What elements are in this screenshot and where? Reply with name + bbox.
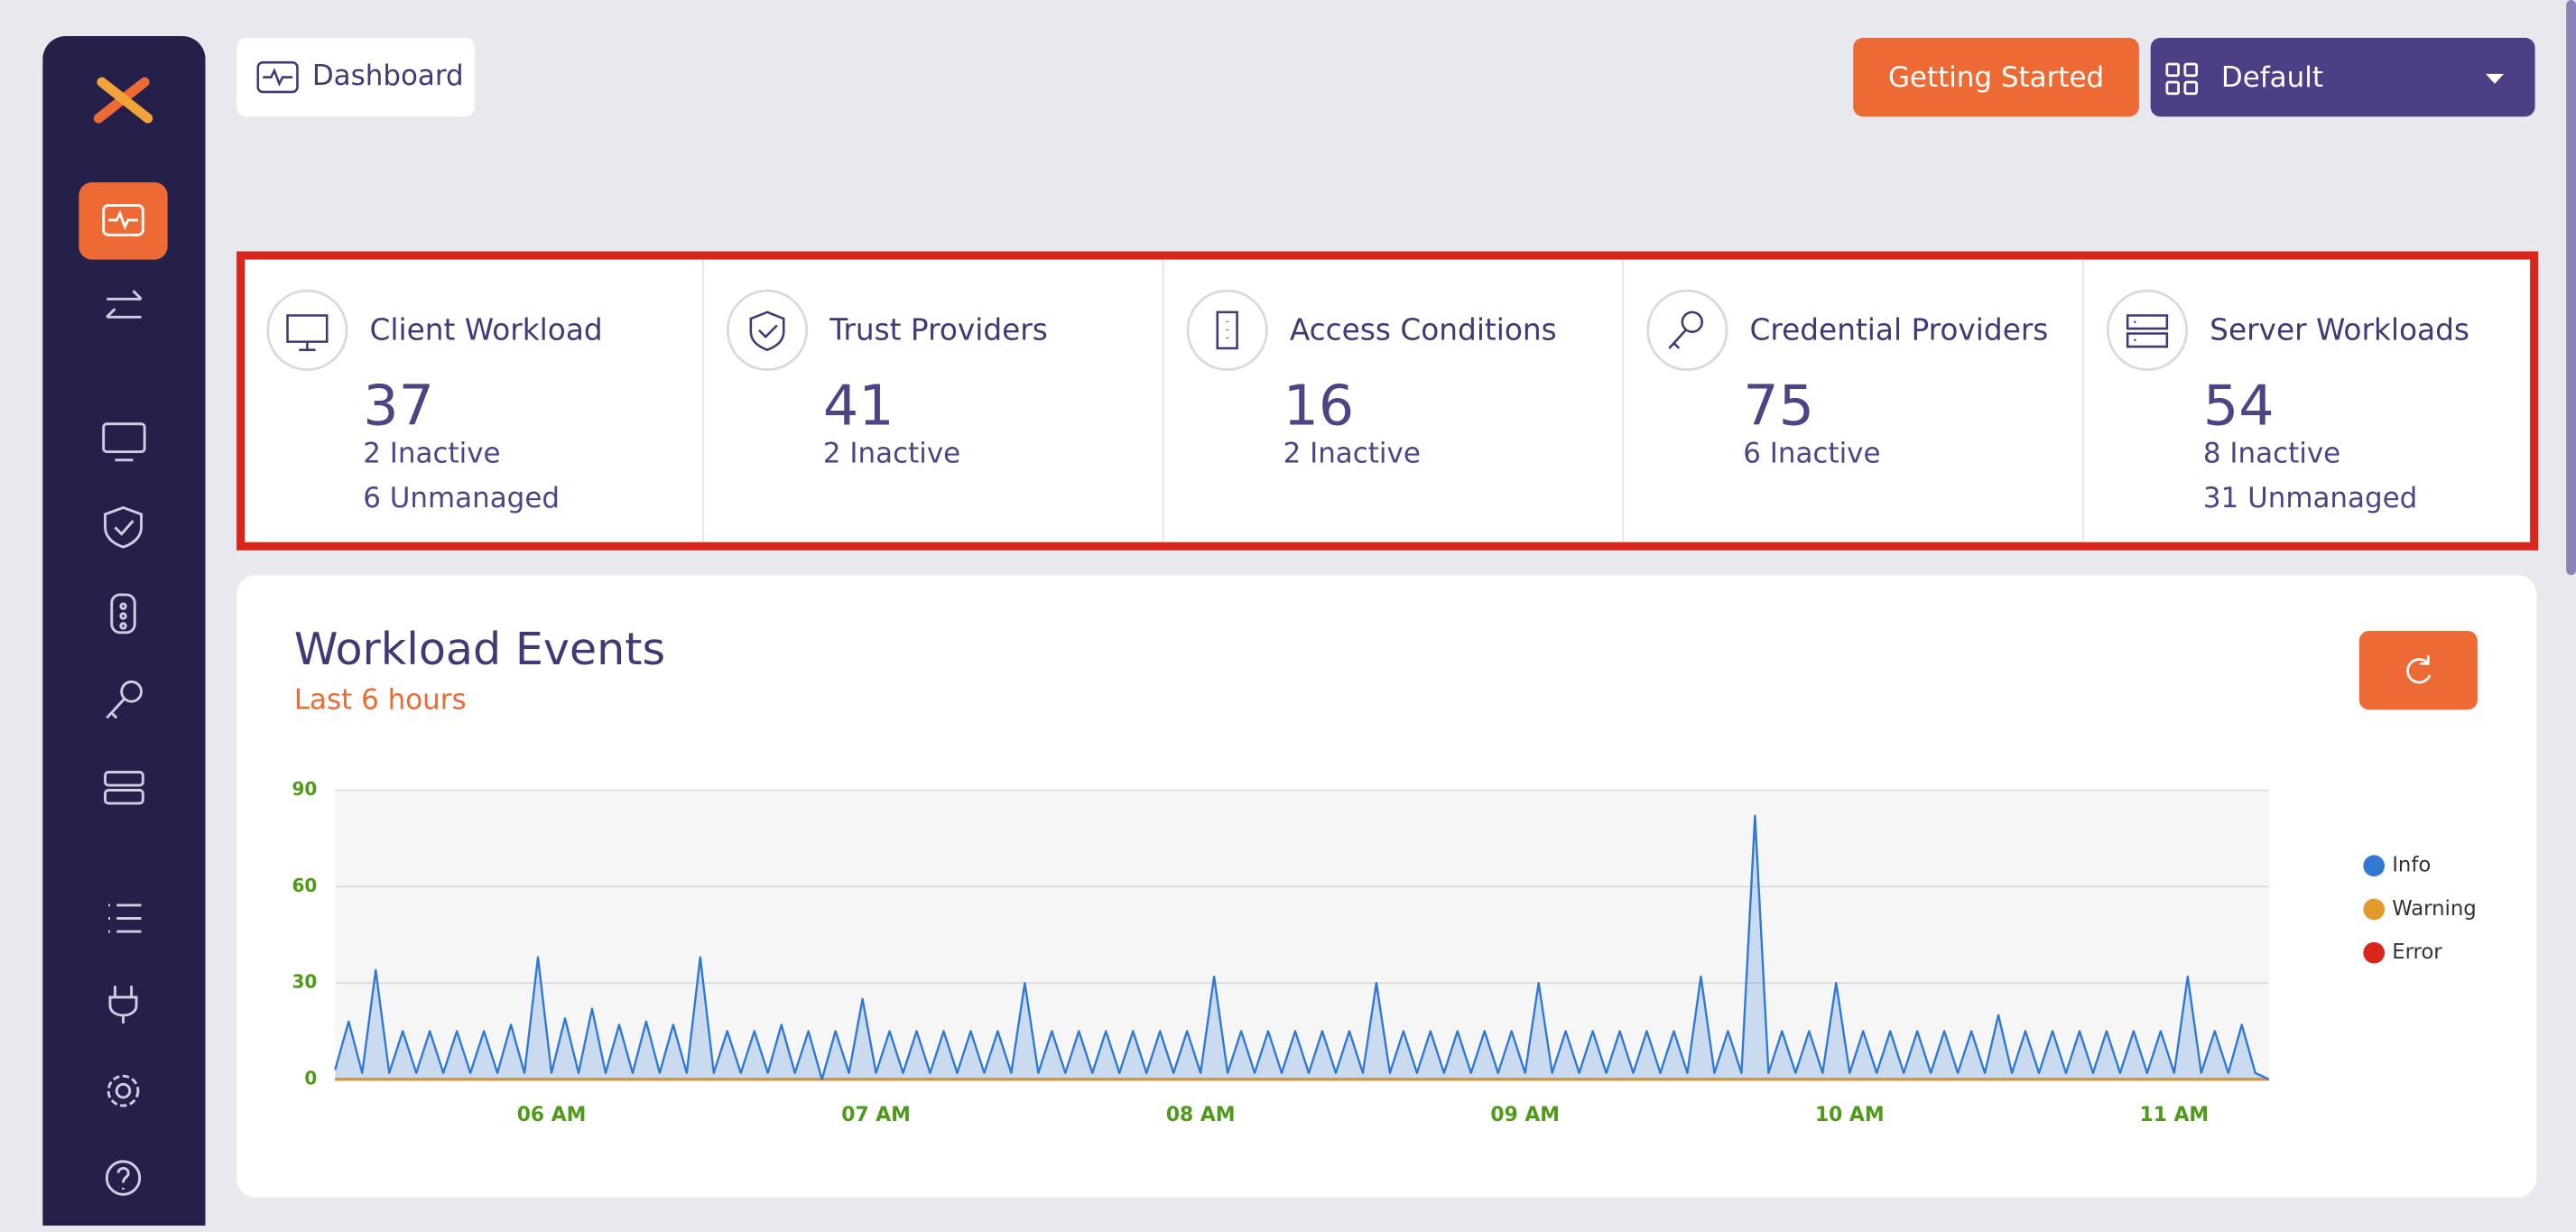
x-tick-label: 08 AM: [1166, 1104, 1236, 1126]
getting-started-button[interactable]: [1853, 37, 2139, 117]
getting-started-label: Getting Started: [1888, 61, 2104, 94]
card-icon: [749, 310, 785, 352]
legend-label: Warning: [2392, 897, 2477, 921]
panel-title: Workload Events: [294, 623, 665, 675]
dropdown-caret: [2485, 73, 2504, 84]
card-icon-ring: [726, 289, 809, 371]
legend-swatch: [2363, 898, 2386, 921]
workspace-label: Default: [2221, 61, 2323, 94]
card-detail: 8 Inactive: [2203, 438, 2340, 470]
card-icon: [286, 314, 329, 351]
card-count: 75: [1743, 373, 1814, 438]
breadcrumb-box: [236, 37, 476, 117]
legend-label: Error: [2392, 940, 2442, 964]
legend-swatch: [2363, 855, 2386, 877]
series-area: [335, 815, 2269, 1079]
y-tick-label: 30: [292, 971, 317, 993]
logo: [93, 77, 153, 124]
card-detail: 6 Unmanaged: [363, 482, 560, 514]
x-tick-label: 06 AM: [517, 1104, 587, 1126]
series-line: [334, 814, 2270, 1081]
summary-strip: [236, 251, 2539, 551]
legend-label: Info: [2392, 854, 2431, 877]
refresh-icon: [2406, 655, 2432, 684]
workspace-icon: [2165, 62, 2198, 96]
plot-background: [335, 790, 2269, 1079]
events-chart: 0 30 60 90 06 AM 07 AM 08 AM 09 AM 10 AM 11 AM Inf…: [292, 778, 2476, 1126]
x-tick-label: 11 AM: [2140, 1104, 2210, 1126]
breadcrumb: Dashboard: [312, 60, 464, 92]
y-tick-label: 0: [304, 1067, 317, 1088]
card-icon: [1668, 310, 1704, 349]
card-icon-ring: [2106, 289, 2189, 371]
card-icon: [2126, 314, 2169, 348]
card-count: 37: [363, 373, 434, 438]
card-detail: 6 Inactive: [1743, 438, 1880, 470]
y-tick-label: 60: [292, 875, 317, 896]
card-detail: 2 Inactive: [363, 438, 500, 470]
card-detail: 2 Inactive: [1283, 438, 1421, 470]
sidebar: [42, 36, 206, 1232]
x-tick-label: 09 AM: [1490, 1104, 1560, 1126]
panel-subtitle: Last 6 hours: [294, 684, 467, 717]
card-detail: 31 Unmanaged: [2203, 482, 2417, 514]
breadcrumb-icon: [256, 60, 299, 94]
card-detail: 2 Inactive: [823, 438, 960, 470]
legend-swatch: [2363, 941, 2386, 964]
x-tick-label: 07 AM: [841, 1104, 911, 1126]
card-title: Credential Providers: [1750, 313, 2049, 347]
scrollbar: [2566, 0, 2576, 576]
card-title: Access Conditions: [1290, 313, 1557, 347]
x-tick-label: 10 AM: [1815, 1104, 1885, 1126]
card-title: Trust Providers: [829, 313, 1048, 347]
card-icon-ring: [266, 289, 348, 371]
card-title: Server Workloads: [2210, 313, 2469, 347]
workspace-dropdown[interactable]: [2150, 37, 2535, 117]
card-title: Client Workload: [370, 313, 603, 347]
card-count: 54: [2203, 373, 2275, 438]
card-count: 41: [823, 373, 894, 438]
nav-icons: [102, 204, 146, 1196]
y-tick-label: 90: [292, 778, 317, 800]
card-count: 16: [1283, 373, 1355, 438]
refresh-button[interactable]: [2358, 630, 2478, 710]
card-icon: [1216, 310, 1238, 350]
